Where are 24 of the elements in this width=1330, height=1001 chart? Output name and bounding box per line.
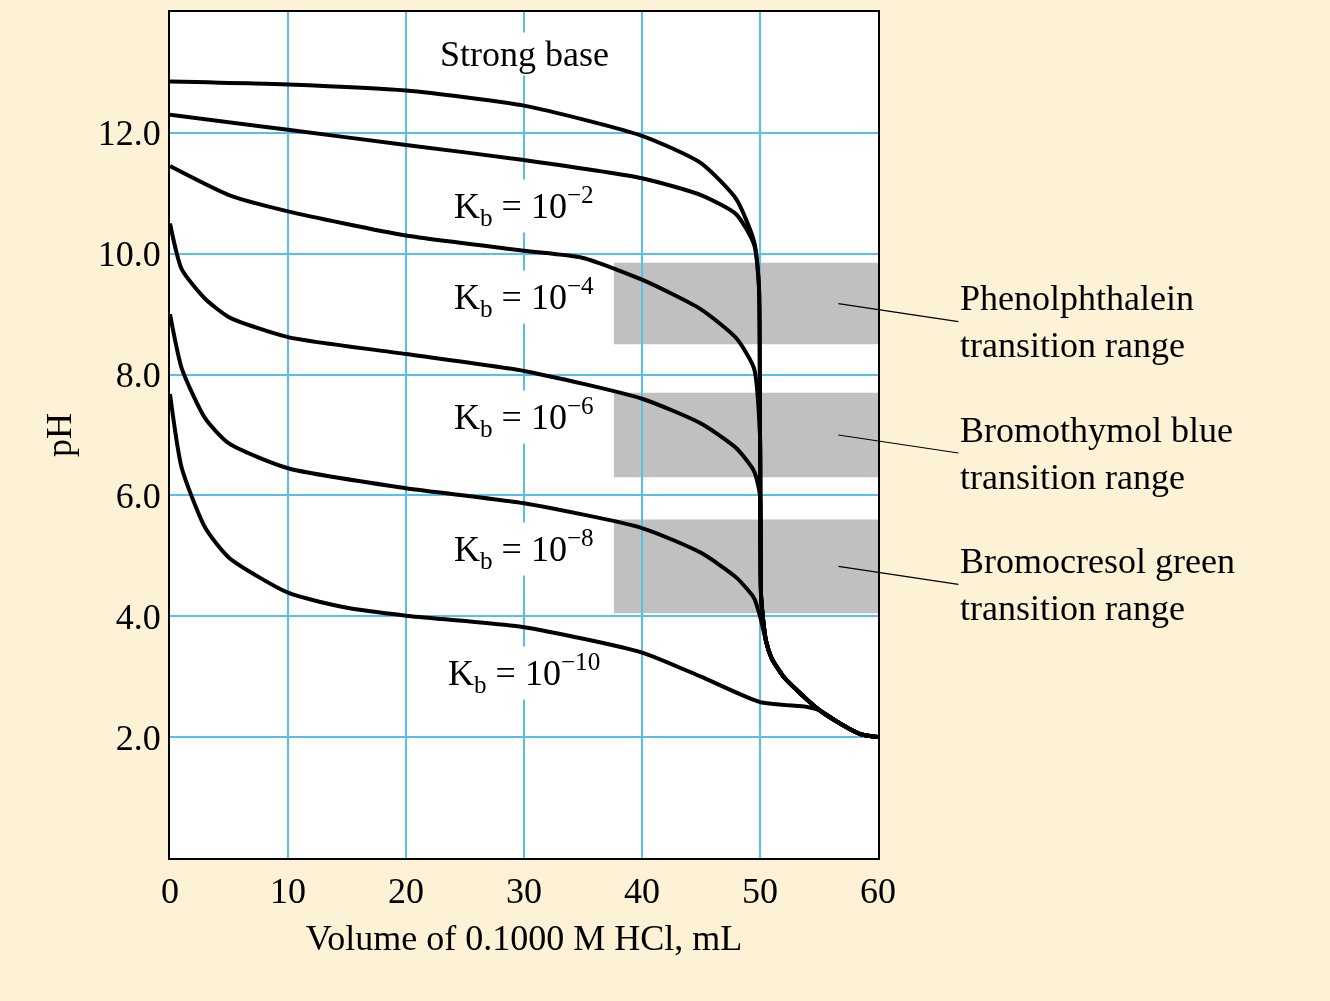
- y-tick-label: 2.0: [115, 717, 161, 758]
- y-tick-label: 10.0: [97, 234, 161, 275]
- band-label: Bromothymol blue transition range: [960, 410, 1233, 497]
- x-tick-label: 50: [742, 871, 778, 912]
- x-tick-label: 30: [506, 871, 542, 912]
- band-label: Phenolphthalein transition range: [960, 278, 1194, 365]
- x-tick-label: 20: [388, 871, 424, 912]
- series-label: K$_{b}$ = 10$^{−4}$: [454, 272, 595, 322]
- y-tick-label: 8.0: [115, 355, 161, 396]
- x-tick-label: 40: [624, 871, 660, 912]
- x-axis-title: Volume of 0.1000 M HCl, mL: [305, 918, 743, 959]
- series-label: K$_{b}$ = 10$^{−6}$: [454, 392, 594, 442]
- series-label: K$_{b}$ = 10$^{−8}$: [454, 524, 594, 574]
- y-tick-label: 6.0: [115, 476, 161, 517]
- series-label: K$_{b}$ = 10$^{−10}$: [448, 648, 601, 698]
- y-tick-label: 4.0: [115, 596, 161, 637]
- series-label: K$_{b}$ = 10$^{−2}$: [454, 181, 594, 231]
- y-axis-title: pH: [39, 413, 80, 457]
- x-tick-label: 0: [161, 871, 179, 912]
- x-tick-label: 60: [860, 871, 896, 912]
- x-tick-label: 10: [270, 871, 306, 912]
- band-label: Bromocresol green transition range: [960, 541, 1235, 628]
- series-label: Strong base: [440, 34, 609, 74]
- y-tick-label: 12.0: [97, 113, 161, 154]
